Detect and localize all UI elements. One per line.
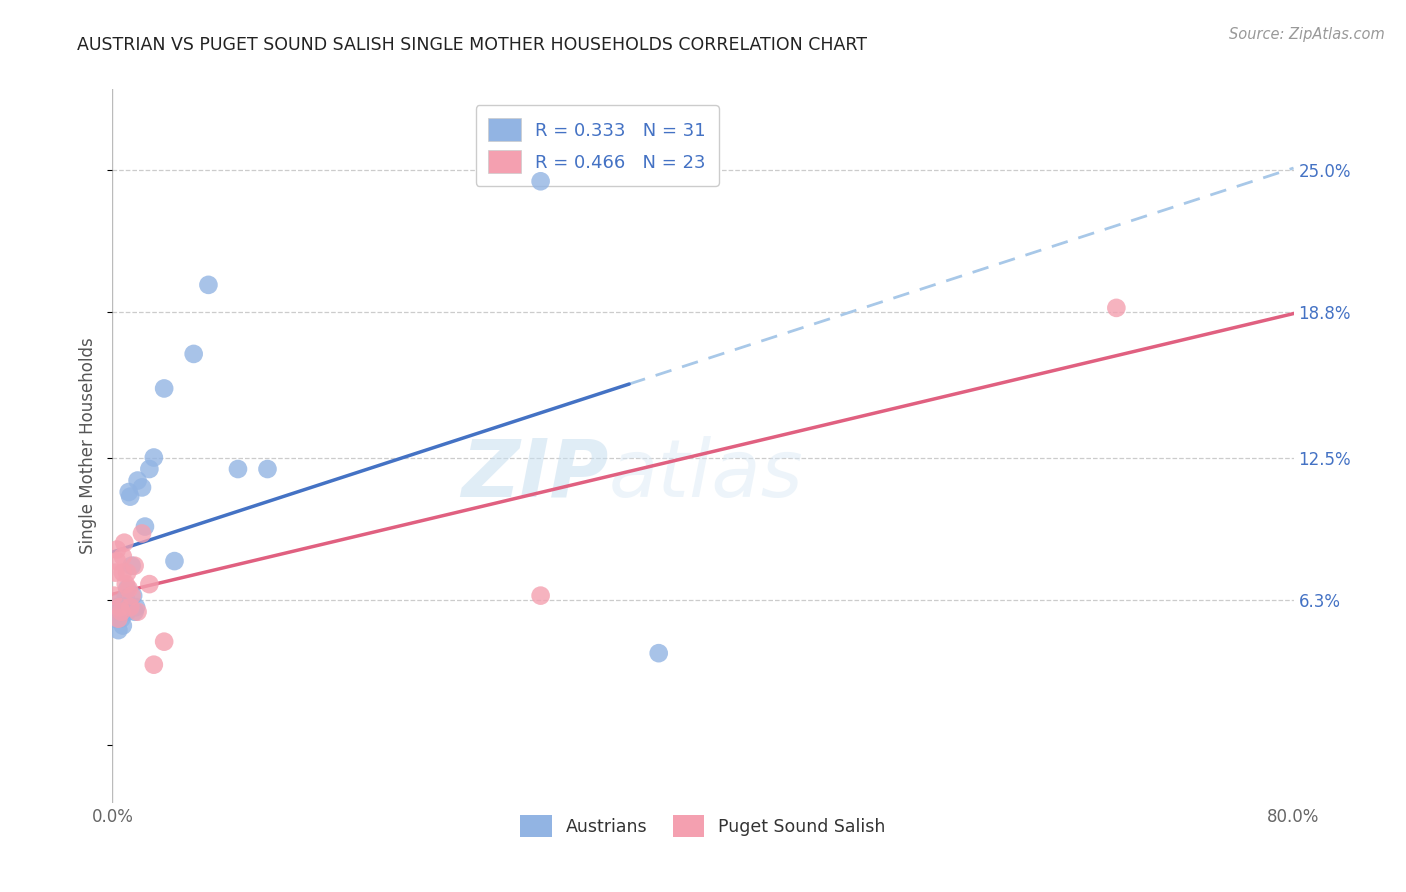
Point: [122, 589, 145, 603]
Point: [138, 462, 160, 476]
Point: [256, 462, 278, 476]
Point: [108, 605, 131, 619]
Point: [103, 589, 125, 603]
Point: [118, 485, 141, 500]
Point: [138, 577, 160, 591]
Point: [163, 554, 186, 568]
Point: [108, 600, 131, 615]
Point: [111, 549, 134, 564]
Point: [103, 612, 125, 626]
Point: [197, 277, 219, 292]
Point: [112, 600, 135, 615]
Point: [121, 558, 143, 573]
Point: [112, 535, 135, 549]
Point: [111, 618, 134, 632]
Point: [118, 582, 141, 596]
Point: [120, 490, 142, 504]
Point: [105, 600, 128, 615]
Point: [125, 600, 148, 615]
Point: [105, 542, 128, 557]
Point: [107, 623, 129, 637]
Point: [114, 577, 136, 591]
Point: [134, 519, 156, 533]
Point: [226, 462, 249, 476]
Point: [142, 657, 165, 672]
Point: [120, 600, 142, 615]
Point: [127, 605, 149, 619]
Point: [124, 558, 146, 573]
Text: atlas: atlas: [609, 435, 803, 514]
Point: [124, 605, 146, 619]
Point: [114, 591, 136, 605]
Point: [105, 554, 128, 568]
Point: [127, 474, 149, 488]
Point: [107, 612, 129, 626]
Point: [153, 381, 176, 395]
Point: [111, 605, 134, 619]
Point: [104, 566, 127, 580]
Point: [108, 595, 131, 609]
Point: [110, 605, 132, 619]
Point: [529, 589, 551, 603]
Text: ZIP: ZIP: [461, 435, 609, 514]
Y-axis label: Single Mother Households: Single Mother Households: [79, 338, 97, 554]
Text: Source: ZipAtlas.com: Source: ZipAtlas.com: [1229, 27, 1385, 42]
Text: AUSTRIAN VS PUGET SOUND SALISH SINGLE MOTHER HOUSEHOLDS CORRELATION CHART: AUSTRIAN VS PUGET SOUND SALISH SINGLE MO…: [77, 36, 868, 54]
Point: [153, 634, 176, 648]
Point: [131, 480, 153, 494]
Legend: Austrians, Puget Sound Salish: Austrians, Puget Sound Salish: [510, 805, 896, 847]
Point: [117, 582, 138, 596]
Point: [111, 566, 134, 580]
Point: [117, 566, 138, 580]
Point: [110, 612, 132, 626]
Point: [121, 589, 143, 603]
Point: [529, 174, 551, 188]
Point: [647, 646, 671, 660]
Point: [183, 347, 205, 361]
Point: [117, 605, 138, 619]
Point: [131, 526, 153, 541]
Point: [142, 450, 165, 465]
Point: [1105, 301, 1128, 315]
